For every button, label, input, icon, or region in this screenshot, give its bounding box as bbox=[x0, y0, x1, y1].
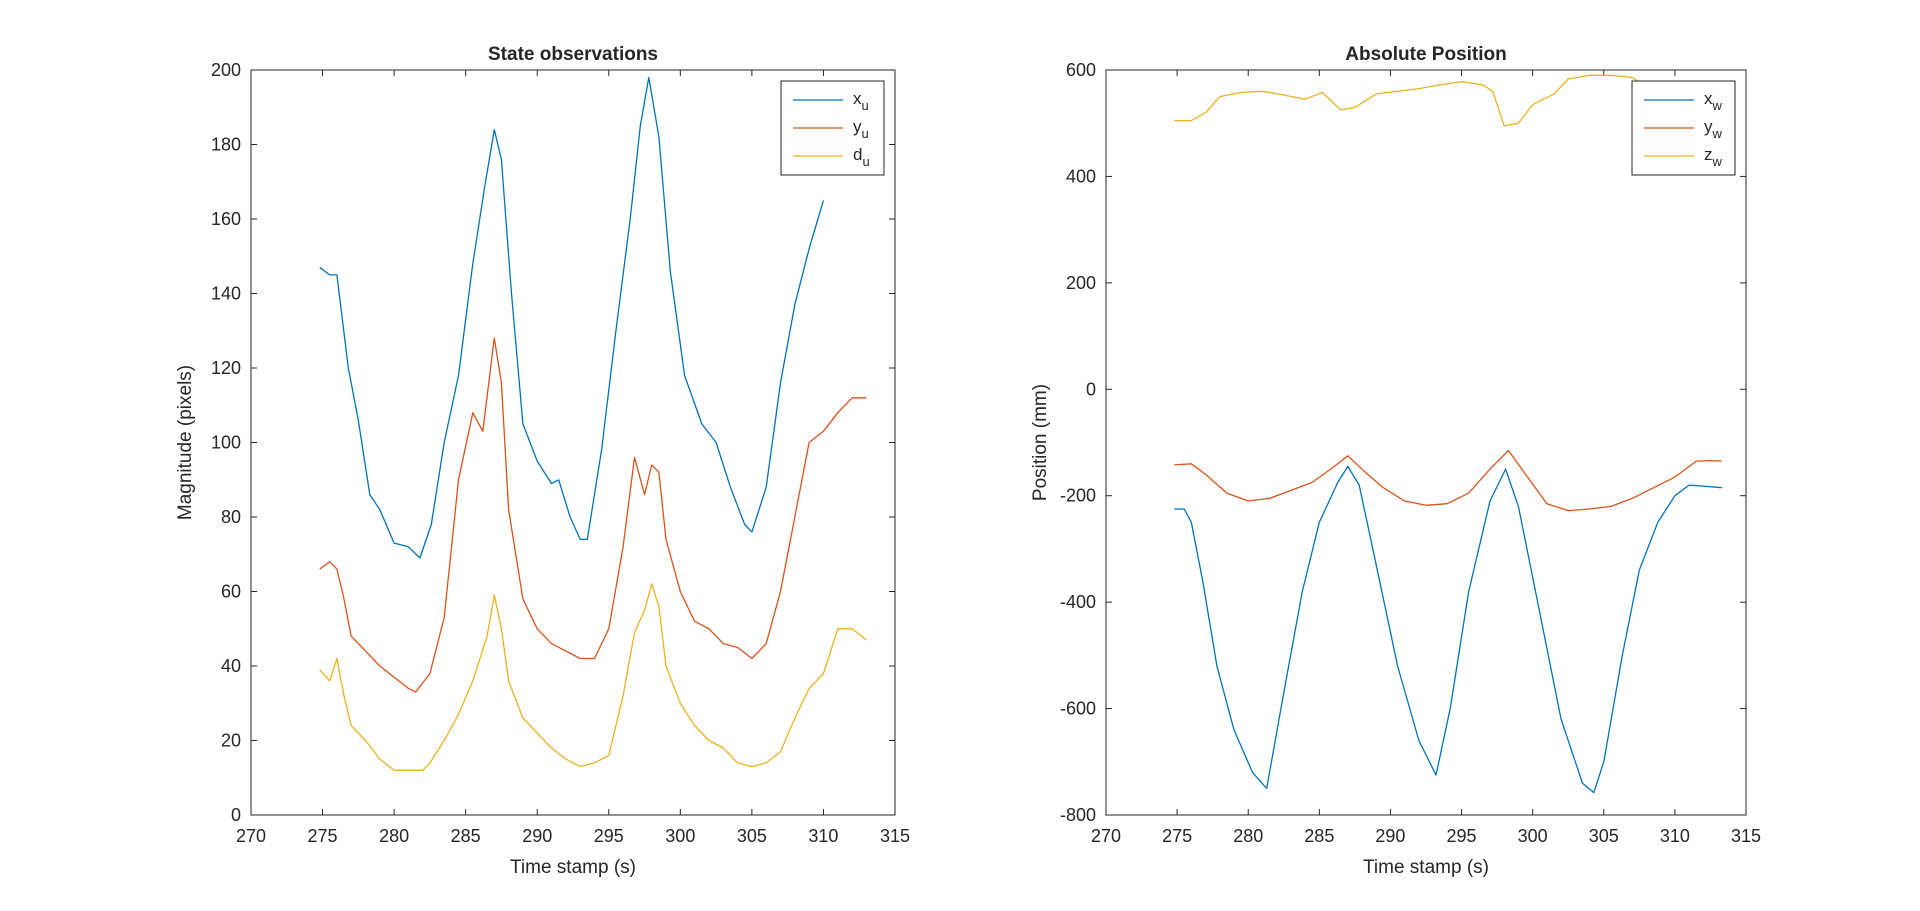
y-tick-label: 400 bbox=[1066, 166, 1096, 186]
series-line-xu bbox=[319, 76, 825, 559]
x-tick-label: 280 bbox=[379, 826, 409, 846]
x-tick-label: 295 bbox=[594, 826, 624, 846]
legend-entry: yu bbox=[853, 117, 869, 141]
x-tick-label: 280 bbox=[1233, 826, 1263, 846]
series-line-yu bbox=[319, 337, 867, 693]
legend-entry: du bbox=[853, 145, 870, 169]
x-tick-label: 310 bbox=[808, 826, 838, 846]
plot-area bbox=[1105, 69, 1747, 816]
y-tick-label: 100 bbox=[211, 433, 241, 453]
x-tick-label: 305 bbox=[1589, 826, 1619, 846]
y-tick-label: 200 bbox=[1066, 273, 1096, 293]
x-tick-label: 305 bbox=[737, 826, 767, 846]
x-tick-label: 275 bbox=[1162, 826, 1192, 846]
chart-title: State observations bbox=[488, 44, 658, 65]
x-tick-label: 300 bbox=[1518, 826, 1548, 846]
y-tick-label: 120 bbox=[211, 358, 241, 378]
chart-2: 270 275 280 285 290 295 300 305 310 315 -800 -600 -4… bbox=[1030, 44, 1761, 878]
chart-1: 270 275 280 285 290 295 300 305 310 315 0 20 40 60 80 1… bbox=[175, 44, 910, 878]
y-tick-label: 20 bbox=[221, 731, 241, 751]
y-tick-label: 40 bbox=[221, 656, 241, 676]
legend: xu yu du bbox=[780, 80, 885, 176]
x-tick-label: 290 bbox=[522, 826, 552, 846]
x-tick-label: 315 bbox=[1731, 826, 1761, 846]
x-tick-label: 290 bbox=[1375, 826, 1405, 846]
y-tick-label: 160 bbox=[211, 209, 241, 229]
x-tick-label: 310 bbox=[1660, 826, 1690, 846]
y-tick-label: 80 bbox=[221, 507, 241, 527]
legend-entry: xu bbox=[853, 89, 869, 113]
x-tick-label: 270 bbox=[1091, 826, 1121, 846]
x-tick-label: 285 bbox=[451, 826, 481, 846]
y-tick-label: -400 bbox=[1060, 592, 1096, 612]
y-tick-label: 0 bbox=[231, 805, 241, 825]
y-axis-label: Magnitude (pixels) bbox=[175, 365, 196, 520]
y-tick-label: 60 bbox=[221, 582, 241, 602]
legend: xw yw zw bbox=[1631, 80, 1736, 176]
y-tick-label: 180 bbox=[211, 135, 241, 155]
y-tick-label: 140 bbox=[211, 284, 241, 304]
x-tick-label: 285 bbox=[1304, 826, 1334, 846]
y-tick-label: 200 bbox=[211, 60, 241, 80]
x-axis-label: Time stamp (s) bbox=[1363, 857, 1489, 878]
chart-title: Absolute Position bbox=[1345, 44, 1507, 65]
legend-entry: yw bbox=[1704, 117, 1723, 141]
y-tick-label: 0 bbox=[1086, 379, 1096, 399]
y-tick-label: -200 bbox=[1060, 486, 1096, 506]
legend-entry: zw bbox=[1704, 145, 1723, 169]
x-tick-label: 295 bbox=[1447, 826, 1477, 846]
legend-entry: xw bbox=[1704, 89, 1723, 113]
series-line-yw bbox=[1174, 449, 1722, 512]
x-tick-label: 300 bbox=[665, 826, 695, 846]
x-axis-label: Time stamp (s) bbox=[510, 857, 636, 878]
y-tick-label: -800 bbox=[1060, 805, 1096, 825]
series-line-xw bbox=[1174, 465, 1722, 794]
x-tick-label: 270 bbox=[236, 826, 266, 846]
y-tick-label: 600 bbox=[1066, 60, 1096, 80]
series-line-zw bbox=[1174, 74, 1661, 127]
series-line-du bbox=[319, 583, 867, 771]
plot-area bbox=[250, 69, 896, 816]
y-axis-label: Position (mm) bbox=[1030, 384, 1051, 501]
x-tick-label: 315 bbox=[880, 826, 910, 846]
x-tick-label: 275 bbox=[308, 826, 338, 846]
y-tick-label: -600 bbox=[1060, 699, 1096, 719]
